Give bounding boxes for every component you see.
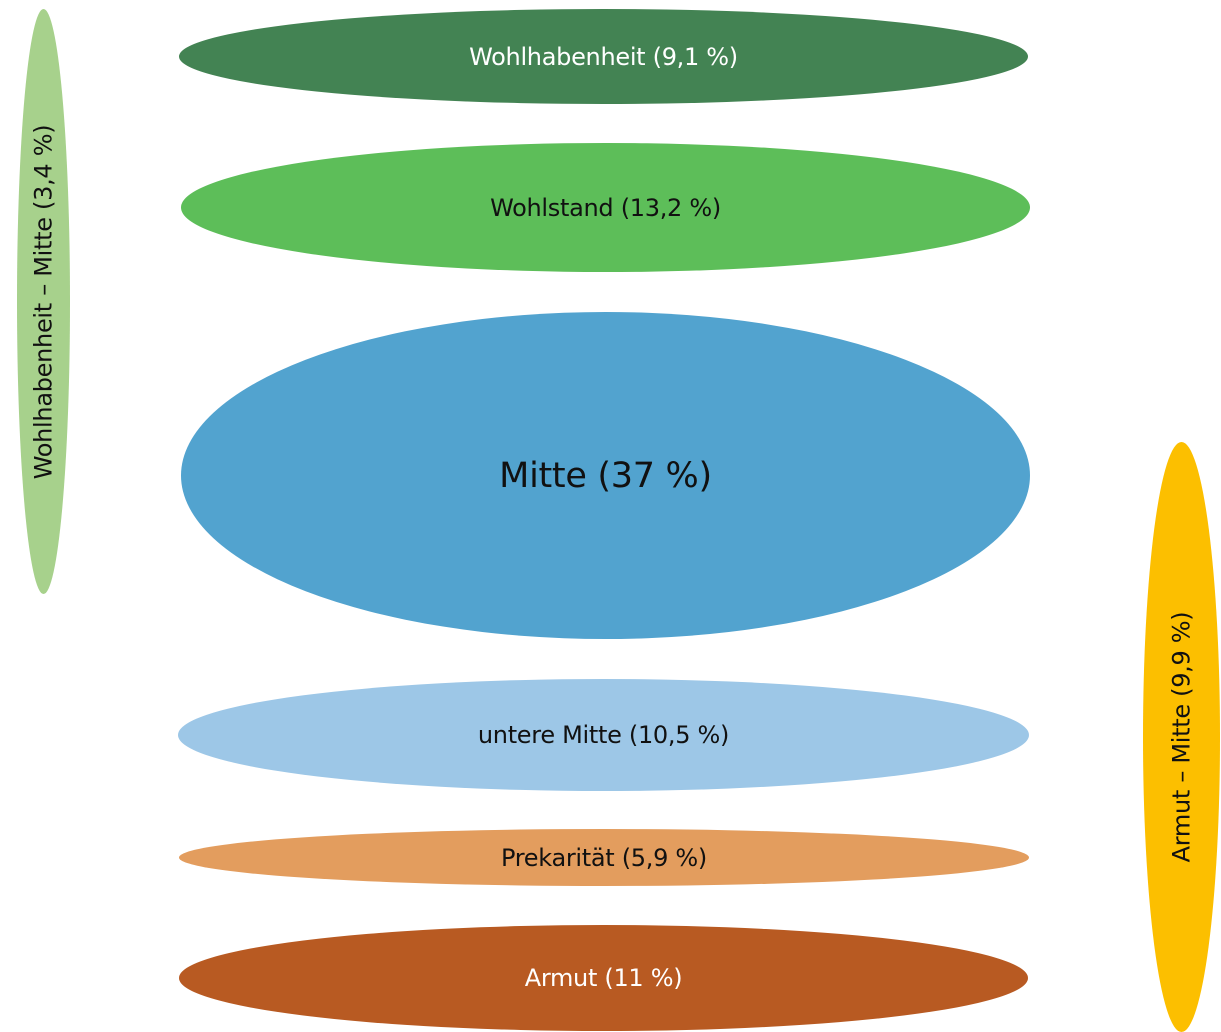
armut-ellipse: Armut (11 %) [179, 925, 1028, 1031]
wohlhabenheit-mitte-transition-ellipse: Wohlhabenheit – Mitte (3,4 %) [17, 9, 70, 594]
wohlhabenheit-label: Wohlhabenheit (9,1 %) [469, 42, 738, 71]
armut-mitte-label: Armut – Mitte (9,9 %) [1167, 611, 1196, 863]
wohlhabenheit-mitte-label: Wohlhabenheit – Mitte (3,4 %) [29, 124, 58, 479]
untere-mitte-label: untere Mitte (10,5 %) [477, 721, 730, 749]
mitte-label: Mitte (37 %) [499, 455, 712, 496]
wohlstand-label: Wohlstand (13,2 %) [490, 193, 721, 222]
prekaritaet-label: Prekarität (5,9 %) [501, 843, 707, 872]
prekaritaet-ellipse: Prekarität (5,9 %) [179, 829, 1029, 886]
mitte-ellipse: Mitte (37 %) [181, 312, 1030, 639]
wohlhabenheit-ellipse: Wohlhabenheit (9,1 %) [179, 9, 1028, 104]
untere-mitte-ellipse: untere Mitte (10,5 %) [178, 679, 1029, 791]
armut-label: Armut (11 %) [524, 964, 683, 992]
wohlstand-ellipse: Wohlstand (13,2 %) [181, 143, 1030, 272]
armut-mitte-transition-ellipse: Armut – Mitte (9,9 %) [1143, 442, 1220, 1032]
